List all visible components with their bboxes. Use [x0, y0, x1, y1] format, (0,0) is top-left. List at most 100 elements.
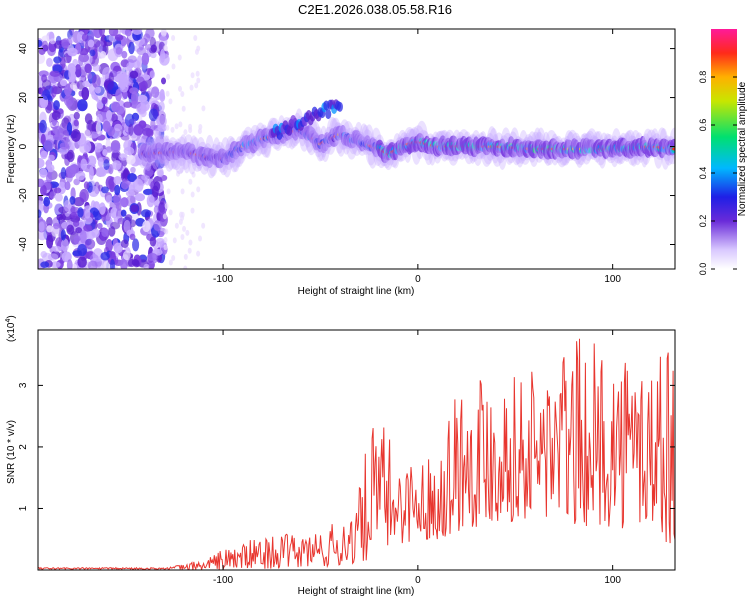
- heatmap-cell: [73, 111, 80, 120]
- heatmap-cell: [114, 34, 124, 41]
- heatmap-cell: [148, 108, 159, 122]
- heatmap-cell: [136, 47, 147, 56]
- heatmap-cell: [672, 147, 675, 151]
- heatmap-cell: [92, 248, 104, 262]
- heatmap-cell: [133, 178, 144, 193]
- heatmap-cell: [53, 40, 64, 49]
- heatmap-cell: [158, 41, 166, 52]
- heatmap-cell: [109, 221, 121, 230]
- heatmap-cell: [49, 70, 61, 77]
- heatmap-cell: [86, 155, 97, 167]
- heatmap-cell: [180, 90, 185, 97]
- heatmap-cell: [120, 258, 128, 269]
- heatmap-cell: [101, 96, 108, 105]
- heatmap-cell: [60, 238, 69, 252]
- heatmap-cell: [163, 244, 168, 251]
- heatmap-cell: [101, 186, 109, 194]
- heatmap-cell: [66, 224, 75, 235]
- heatmap-cell: [51, 85, 57, 98]
- spectrogram-x-ticks: -100 0 100: [213, 29, 621, 285]
- y-tick-label: 20: [18, 92, 29, 104]
- heatmap-cell: [180, 188, 185, 195]
- heatmap-cell: [122, 90, 128, 100]
- heatmap-cell: [124, 29, 132, 37]
- heatmap-cell: [193, 35, 198, 42]
- heatmap-cell: [53, 56, 62, 64]
- heatmap-cell: [178, 121, 183, 128]
- heatmap-cell: [91, 74, 101, 89]
- heatmap-cell: [94, 86, 102, 94]
- colorbar-ticks: 0.0 0.2 0.4 0.6 0.8: [698, 71, 737, 275]
- y-tick-label: 2: [18, 444, 29, 450]
- heatmap-cell: [180, 234, 185, 241]
- colorbar-tick-label: 0.8: [698, 71, 708, 84]
- heatmap-cell: [71, 263, 78, 269]
- heatmap-cell: [96, 113, 103, 125]
- y-tick-label: -20: [18, 188, 29, 203]
- heatmap-cell: [81, 33, 89, 42]
- heatmap-cell: [191, 171, 196, 178]
- heatmap-cell: [88, 166, 94, 181]
- heatmap-cell: [51, 110, 61, 121]
- heatmap-cell: [194, 48, 199, 55]
- heatmap-cell: [165, 162, 170, 169]
- heatmap-cell: [39, 168, 48, 178]
- heatmap-cell: [201, 222, 206, 229]
- heatmap-cell: [196, 186, 201, 193]
- heatmap-cell: [157, 170, 164, 177]
- heatmap-cell: [79, 47, 89, 56]
- spectrogram-frame: [37, 28, 676, 270]
- heatmap-cell: [115, 70, 126, 80]
- y-tick-label: -40: [18, 237, 29, 252]
- heatmap-cell: [149, 70, 156, 79]
- heatmap-cell: [177, 54, 182, 61]
- heatmap-cell: [113, 192, 122, 206]
- heatmap-cell: [46, 57, 53, 67]
- heatmap-cell: [45, 172, 53, 184]
- heatmap-cell: [113, 176, 122, 185]
- heatmap-cell: [87, 39, 95, 48]
- heatmap-cell: [43, 196, 51, 207]
- heatmap-cell: [119, 82, 129, 93]
- heatmap-cell: [133, 124, 144, 136]
- heatmap-cell: [105, 195, 113, 204]
- heatmap-cell: [158, 191, 166, 205]
- heatmap-cell: [38, 70, 49, 77]
- heatmap-cell: [77, 207, 84, 218]
- heatmap-cell: [74, 64, 82, 78]
- heatmap-cell: [103, 78, 114, 91]
- x-tick-label: -100: [213, 575, 233, 586]
- heatmap-cell: [179, 167, 184, 174]
- heatmap-cell: [151, 86, 160, 98]
- heatmap-cell: [46, 234, 54, 249]
- heatmap-cell: [159, 88, 165, 100]
- heatmap-cell: [166, 73, 171, 80]
- heatmap-cell: [63, 94, 74, 107]
- heatmap-cell: [64, 83, 72, 97]
- heatmap-cell: [70, 129, 81, 142]
- heatmap-cell: [43, 139, 55, 152]
- heatmap-cell: [174, 123, 179, 130]
- heatmap-cell: [124, 214, 133, 222]
- heatmap-cell: [127, 173, 137, 183]
- heatmap-cell: [134, 193, 146, 202]
- heatmap-cell: [115, 88, 122, 102]
- heatmap-cell: [144, 175, 151, 186]
- heatmap-cell: [106, 126, 115, 137]
- heatmap-cell: [92, 64, 101, 72]
- y-tick-label: 3: [18, 382, 29, 388]
- heatmap-cell: [91, 29, 98, 37]
- heatmap-cell: [67, 47, 78, 57]
- heatmap-cell: [141, 52, 150, 66]
- heatmap-cell: [130, 91, 138, 105]
- heatmap-cell: [103, 158, 110, 171]
- heatmap-cell: [153, 205, 160, 214]
- heatmap-cell: [126, 155, 136, 165]
- heatmap-cell: [113, 242, 123, 254]
- heatmap-cell: [130, 166, 136, 174]
- heatmap-cell: [77, 243, 88, 257]
- heatmap-cell: [145, 128, 154, 138]
- heatmap-cell: [196, 250, 201, 257]
- heatmap-cell: [114, 184, 121, 196]
